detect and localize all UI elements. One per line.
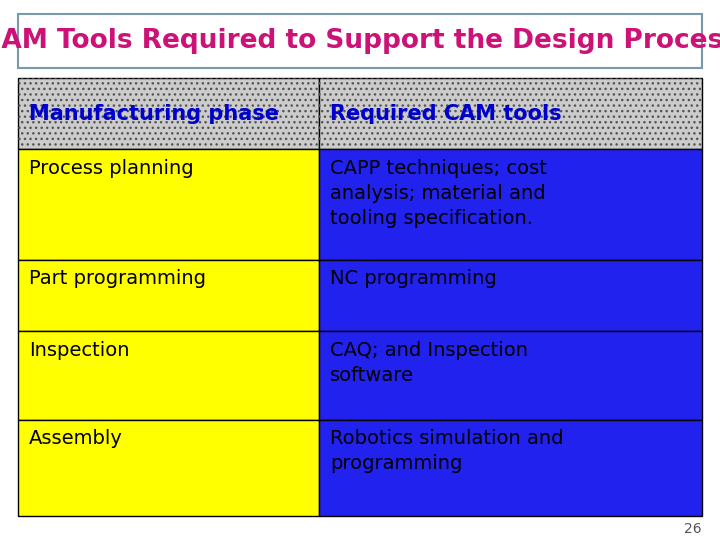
- Bar: [319, 420, 702, 516]
- Text: CAM Tools Required to Support the Design Process: CAM Tools Required to Support the Design…: [0, 28, 720, 53]
- Bar: [319, 150, 702, 260]
- Text: Inspection: Inspection: [29, 341, 130, 360]
- Bar: [319, 331, 702, 420]
- Bar: [319, 260, 702, 331]
- Text: CAPP techniques; cost
analysis; material and
tooling specification.: CAPP techniques; cost analysis; material…: [330, 159, 546, 228]
- Bar: [319, 78, 702, 150]
- Text: Part programming: Part programming: [29, 269, 206, 288]
- Text: Robotics simulation and
programming: Robotics simulation and programming: [330, 429, 563, 474]
- Text: Assembly: Assembly: [29, 429, 122, 448]
- Text: 26: 26: [685, 522, 702, 536]
- Bar: [18, 14, 702, 68]
- Text: Manufacturing phase: Manufacturing phase: [29, 104, 279, 124]
- Bar: [18, 260, 319, 331]
- Bar: [319, 78, 702, 150]
- Text: Process planning: Process planning: [29, 159, 194, 178]
- Text: CAQ; and Inspection
software: CAQ; and Inspection software: [330, 341, 528, 384]
- Bar: [18, 331, 319, 420]
- Bar: [18, 150, 319, 260]
- Text: NC programming: NC programming: [330, 269, 497, 288]
- Text: Required CAM tools: Required CAM tools: [330, 104, 562, 124]
- Bar: [18, 78, 319, 150]
- Bar: [18, 420, 319, 516]
- Bar: [18, 78, 319, 150]
